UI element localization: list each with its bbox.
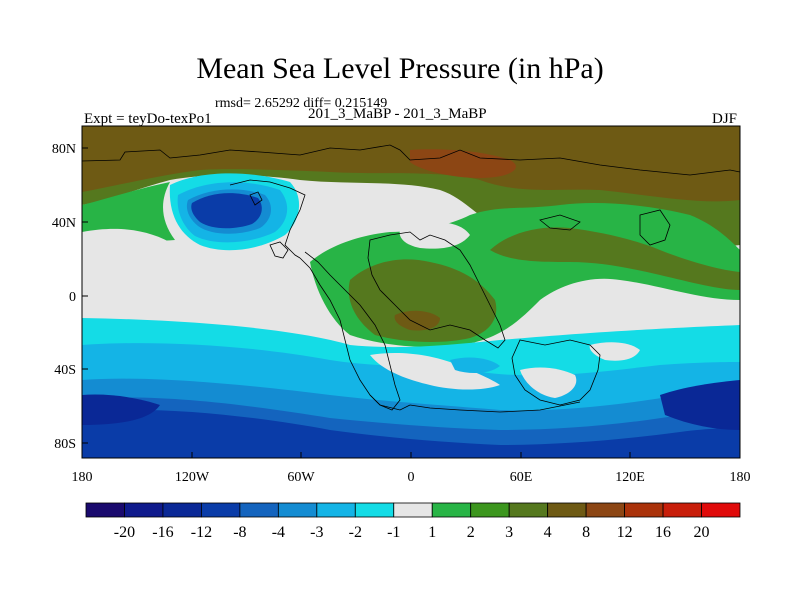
colorbar-label: -3 bbox=[310, 524, 323, 541]
colorbar-label: 8 bbox=[582, 524, 590, 541]
colorbar-swatch bbox=[393, 502, 433, 518]
colorbar-swatch bbox=[547, 502, 587, 518]
colorbar-label: 2 bbox=[467, 524, 475, 541]
x-tick-label: 60E bbox=[510, 470, 533, 485]
y-tick-label: 80N bbox=[52, 142, 76, 157]
colorbar-label: -2 bbox=[349, 524, 362, 541]
colorbar-swatch bbox=[124, 502, 164, 518]
y-tick-label: 0 bbox=[69, 290, 76, 305]
colorbar-swatch bbox=[470, 502, 510, 518]
x-tick-label: 60W bbox=[287, 470, 315, 485]
colorbar-label: 12 bbox=[617, 524, 633, 541]
stats-text: rmsd= 2.65292 diff= 0.215149 bbox=[215, 96, 388, 111]
pressure-field bbox=[82, 126, 740, 458]
colorbar-label: -1 bbox=[387, 524, 400, 541]
x-tick-label: 0 bbox=[408, 470, 415, 485]
colorbar-label: 3 bbox=[505, 524, 513, 541]
colorbar-swatch bbox=[624, 502, 664, 518]
colorbar-swatch bbox=[354, 502, 395, 518]
colorbar-label: 1 bbox=[428, 524, 436, 541]
coastlines bbox=[82, 144, 740, 413]
colorbar-label: 4 bbox=[544, 524, 552, 541]
colorbar-label: -8 bbox=[233, 524, 246, 541]
colorbar-label: -4 bbox=[272, 524, 285, 541]
comparison-label: 201_3_MaBP - 201_3_MaBP bbox=[308, 106, 487, 122]
colorbar-label: -20 bbox=[114, 524, 135, 541]
map-title: Mean Sea Level Pressure (in hPa) bbox=[196, 52, 604, 85]
colorbar-swatch bbox=[431, 502, 472, 518]
colorbar-swatch bbox=[316, 502, 356, 518]
x-tick-label: 120E bbox=[615, 470, 645, 485]
axis-ticks bbox=[81, 147, 741, 458]
colorbar-swatch bbox=[277, 502, 318, 518]
x-tick-label: 120W bbox=[175, 470, 210, 485]
y-tick-label: 40N bbox=[52, 216, 76, 231]
colorbar-swatch bbox=[508, 502, 549, 518]
x-tick-label: 180 bbox=[72, 470, 93, 485]
colorbar-label: -16 bbox=[152, 524, 173, 541]
colorbar-swatch bbox=[162, 502, 202, 518]
colorbar-swatch bbox=[239, 502, 279, 518]
colorbar: -20 -16 -12 -8 -4 -3 -2 -1 1 2 3 4 8 12 16 20 bbox=[85, 502, 741, 541]
y-tick-label: 40S bbox=[54, 363, 76, 378]
experiment-label: Expt = teyDo-texPo1 bbox=[84, 111, 212, 127]
colorbar-swatch bbox=[662, 502, 702, 518]
colorbar-swatch bbox=[85, 502, 125, 518]
colorbar-swatch bbox=[201, 502, 241, 518]
colorbar-label: -12 bbox=[191, 524, 212, 541]
colorbar-label: 16 bbox=[655, 524, 671, 541]
colorbar-swatch bbox=[585, 502, 625, 518]
colorbar-label: 20 bbox=[694, 524, 710, 541]
season-label: DJF bbox=[712, 111, 738, 127]
x-tick-label: 180 bbox=[730, 470, 751, 485]
y-tick-label: 80S bbox=[54, 437, 76, 452]
colorbar-swatch bbox=[701, 502, 741, 518]
